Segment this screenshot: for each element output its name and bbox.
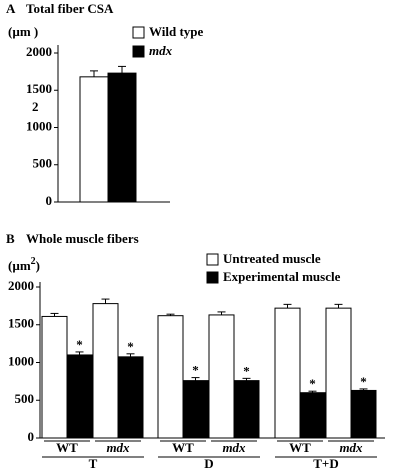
y-label-superscript: 2 xyxy=(32,99,39,114)
bar xyxy=(325,307,352,439)
panel-label: B xyxy=(6,231,15,246)
significance-mark: * xyxy=(76,337,83,352)
legend-label: mdx xyxy=(149,43,173,58)
legend-label: Untreated muscle xyxy=(223,251,321,266)
x-tick-label: mdx xyxy=(339,440,363,455)
legend-label: Wild type xyxy=(149,24,204,39)
legend-swatch xyxy=(206,271,219,284)
significance-mark: * xyxy=(309,376,316,391)
x-tick-label: mdx xyxy=(106,440,130,455)
y-label-end: ) xyxy=(36,258,40,273)
y-label-text: (µm xyxy=(8,258,31,273)
y-label-superscript: 2 xyxy=(31,256,36,267)
legend-swatch xyxy=(206,253,219,266)
bar xyxy=(157,315,184,439)
group-label: D xyxy=(204,456,213,471)
bar xyxy=(208,314,235,439)
x-tick-label: WT xyxy=(289,440,311,455)
group-label: T+D xyxy=(313,456,338,471)
y-tick-label: 0 xyxy=(28,429,35,444)
y-tick-label: 500 xyxy=(15,391,35,406)
bar xyxy=(66,354,93,439)
chart-title: Total fiber CSA xyxy=(26,1,114,16)
x-tick-label: mdx xyxy=(222,440,246,455)
y-tick-label: 0 xyxy=(46,193,53,208)
chart-title: Whole muscle fibers xyxy=(26,231,139,246)
bar xyxy=(182,380,209,439)
x-tick-label: WT xyxy=(56,440,78,455)
y-tick-label: 2000 xyxy=(8,278,34,293)
significance-mark: * xyxy=(192,363,199,378)
y-tick-label: 1500 xyxy=(8,316,34,331)
bar xyxy=(233,380,260,439)
y-axis-label: (µm ) xyxy=(8,24,38,39)
y-axis-label: (µm2) xyxy=(8,256,40,273)
bar xyxy=(107,72,137,203)
y-tick-label: 500 xyxy=(33,156,53,171)
significance-mark: * xyxy=(360,374,367,389)
y-tick-label: 1000 xyxy=(8,353,34,368)
x-tick-label: WT xyxy=(172,440,194,455)
legend-swatch xyxy=(132,45,145,58)
legend-swatch xyxy=(132,26,145,39)
y-tick-label: 1500 xyxy=(26,81,52,96)
y-tick-label: 2000 xyxy=(26,44,52,59)
legend-label: Experimental muscle xyxy=(223,269,341,284)
y-tick-label: 1000 xyxy=(26,118,52,133)
bar xyxy=(79,76,109,203)
bar xyxy=(41,315,68,439)
bar xyxy=(299,392,326,439)
bar xyxy=(92,303,119,439)
bar xyxy=(274,307,301,439)
significance-mark: * xyxy=(243,363,250,378)
panel-label: A xyxy=(6,1,16,16)
bar xyxy=(117,356,144,439)
significance-mark: * xyxy=(127,339,134,354)
bar xyxy=(350,389,377,439)
group-label: T xyxy=(89,456,98,471)
